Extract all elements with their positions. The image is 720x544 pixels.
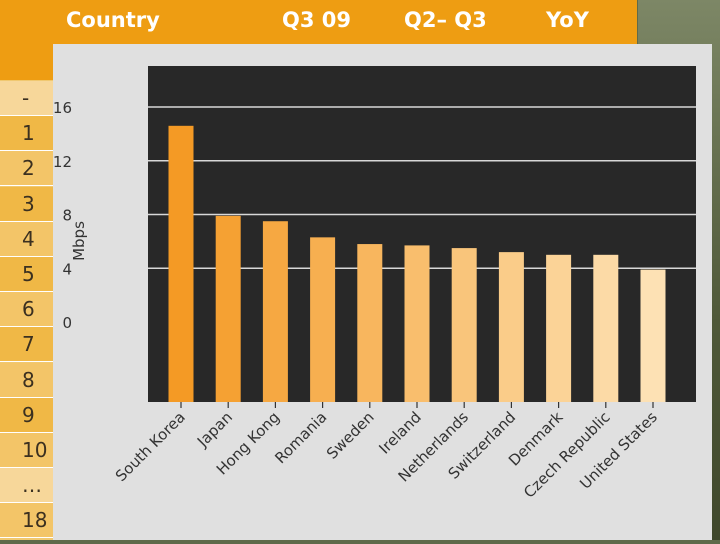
x-tick-label: South Korea <box>112 408 189 485</box>
y-tick-label: 12 <box>53 153 72 171</box>
bar <box>498 252 524 402</box>
bar <box>168 125 194 402</box>
bar <box>310 237 336 402</box>
x-tick-label: Sweden <box>323 408 378 463</box>
rank-label: 2 <box>22 156 35 181</box>
chart-panel: 0 4 8 12 16 Mbps South Korea Japan Hong Kong Roma… <box>53 44 712 540</box>
x-tick-label: Czech Republic <box>520 408 613 501</box>
header-q2-q3: Q2– Q3 <box>404 8 487 32</box>
rank-label: 18 <box>22 508 48 533</box>
bar <box>593 254 619 402</box>
rank-label: - <box>22 86 30 110</box>
bar <box>451 248 477 402</box>
rank-label: 5 <box>22 262 35 286</box>
rank-label: … <box>22 473 42 498</box>
x-tick-label: Romania <box>271 408 330 467</box>
y-tick-label: 0 <box>62 314 72 332</box>
x-tick-label: Japan <box>193 408 236 451</box>
y-axis-label: Mbps <box>70 221 88 261</box>
rank-label: 8 <box>22 367 35 392</box>
bar <box>262 221 288 402</box>
y-tick-label: 4 <box>62 260 72 278</box>
header-yoy: YoY <box>546 8 589 32</box>
rank-label: 7 <box>22 332 35 357</box>
rank-label: 3 <box>22 191 35 216</box>
y-tick-label: 8 <box>62 207 72 225</box>
header-q3-09: Q3 09 <box>282 8 351 32</box>
rank-label: 1 <box>22 121 35 146</box>
rank-label: 6 <box>22 297 35 322</box>
rank-label: 4 <box>22 226 35 251</box>
bar <box>404 245 430 402</box>
bar <box>546 254 572 402</box>
bar <box>357 244 383 402</box>
bar <box>215 215 241 402</box>
rank-label: 10 <box>22 438 48 462</box>
bar <box>640 269 666 402</box>
rank-label: 9 <box>22 402 35 427</box>
y-tick-label: 16 <box>53 99 72 117</box>
header-country: Country <box>66 8 160 32</box>
